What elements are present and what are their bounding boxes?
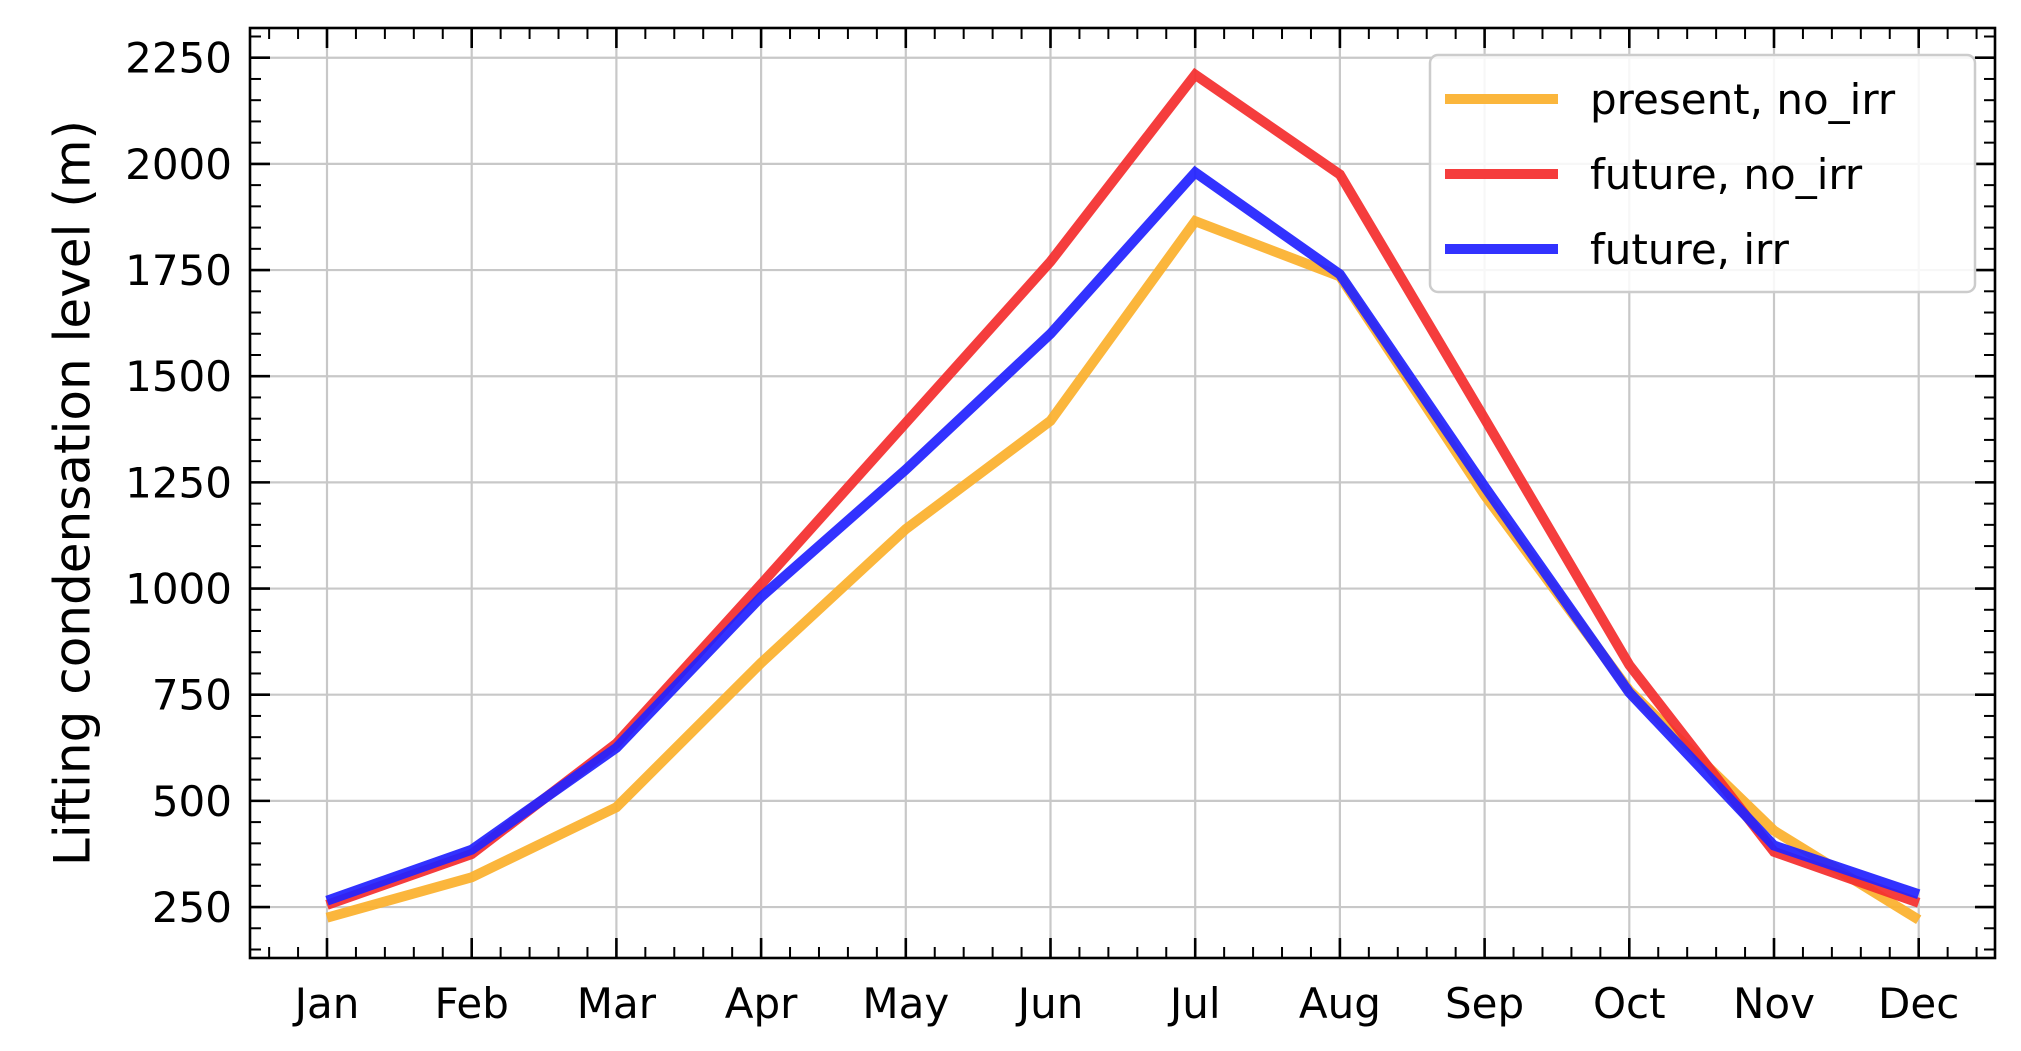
legend-label-1: present, no_irr	[1590, 75, 1896, 124]
y-tick-label: 1750	[125, 246, 232, 295]
x-tick-label: Apr	[725, 979, 798, 1028]
x-tick-label: May	[862, 979, 949, 1028]
y-tick-label: 2250	[125, 34, 232, 83]
x-tick-label: Dec	[1878, 979, 1959, 1028]
axis-ticks	[250, 28, 1995, 958]
x-tick-label: Aug	[1299, 979, 1381, 1028]
series-line-3	[325, 165, 1921, 906]
series-line-1	[325, 215, 1922, 925]
x-tick-label: Feb	[435, 979, 509, 1028]
legend-label-2: future, no_irr	[1590, 150, 1863, 199]
x-tick-label: Jun	[1015, 979, 1084, 1028]
y-tick-label: 1500	[125, 352, 232, 401]
x-tick-label: Oct	[1593, 979, 1666, 1028]
y-tick-label: 250	[152, 883, 232, 932]
x-tick-label: Jul	[1167, 979, 1221, 1028]
plot-frame	[248, 26, 1997, 960]
x-tick-label: Sep	[1445, 979, 1524, 1028]
legend-label-3: future, irr	[1590, 225, 1790, 274]
x-tick-label: Nov	[1733, 979, 1815, 1028]
y-tick-label: 1250	[125, 458, 232, 507]
legend-box	[1428, 53, 1977, 294]
x-tick-label: Mar	[577, 979, 657, 1028]
tick-labels: Jan Feb Mar Apr May Jun Jul Aug Sep Oct Nov Dec 250 5…	[125, 34, 1959, 1028]
y-tick-label: 1000	[125, 565, 232, 614]
y-tick-label: 500	[152, 777, 232, 826]
x-tick-label: Jan	[292, 979, 360, 1028]
series-lines	[325, 67, 1922, 925]
y-axis-label: Lifting condensation level (m)	[44, 120, 102, 866]
y-tick-label: 2000	[125, 140, 232, 189]
y-tick-label: 750	[152, 671, 232, 720]
legend: present, no_irr future, no_irr future, irr	[1428, 53, 1977, 294]
